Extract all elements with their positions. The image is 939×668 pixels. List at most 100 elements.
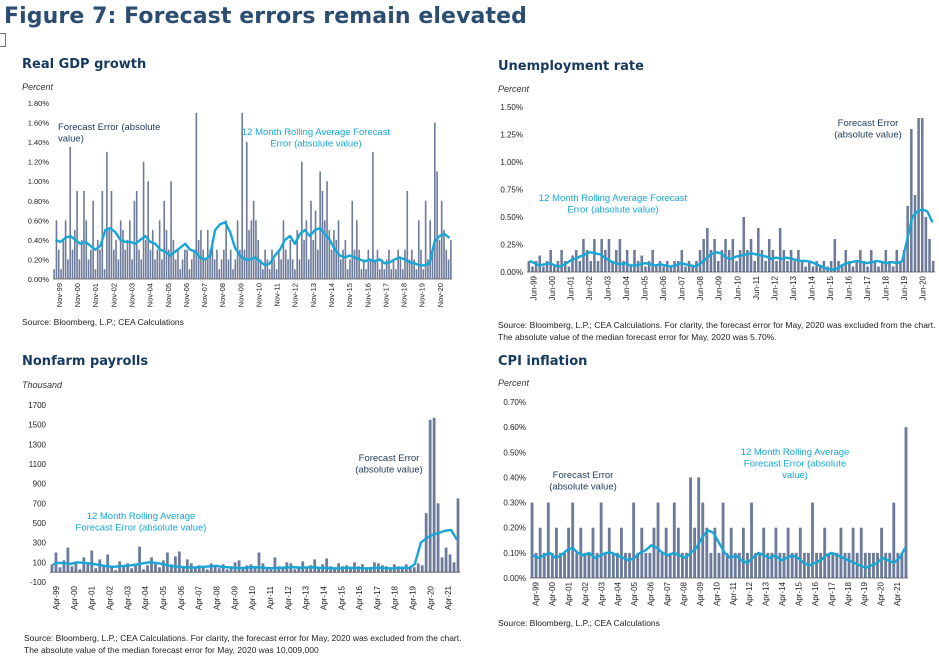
payrolls-error-bar [185,559,189,573]
unemployment-error-bar [676,261,680,272]
gdp-error-bar [129,220,131,279]
gdp-error-bar [353,249,356,279]
payrolls-x-tick-label: Apr-02 [106,585,115,610]
gdp-y-tick-label: 0.00% [28,275,50,284]
gdp-error-bar [406,191,409,279]
gdp-error-bar [248,230,250,279]
cpi-error-bar [546,502,550,578]
gdp-error-bar [415,269,418,279]
gdp-error-bar [151,230,154,279]
gdp-y-tick-label: 1.40% [28,138,50,147]
payrolls-error-bar [257,552,261,573]
unemployment-error-bar [735,261,738,272]
payrolls-error-bar [205,569,209,573]
gdp-error-bar [450,239,452,279]
payrolls-x-tick-label: Apr-14 [319,585,328,610]
cpi-error-bar [721,502,725,578]
gdp-error-bar [53,269,55,279]
gdp-error-bar [193,249,195,279]
selection-handle[interactable] [0,33,6,47]
gdp-error-bar [372,151,374,279]
unemployment-error-bar [713,239,716,272]
gdp-error-bar [411,249,413,279]
payrolls-error-bar [317,568,321,573]
gdp-error-bar [342,249,344,279]
payrolls-y-tick-label: 1700 [28,401,46,410]
payrolls-y-tick-label: 1500 [28,421,46,430]
cpi-error-bar [782,552,786,578]
gdp-error-bar [135,191,138,279]
gdp-x-tick-label: Nov-16 [363,283,372,307]
gdp-error-bar [303,239,305,279]
gdp-y-tick-label: 1.80% [28,99,50,108]
cpi-line-annotation: 12 Month Rolling Average [741,447,850,458]
cpi-error-bar [754,552,758,578]
unemployment-error-bar [895,250,899,272]
cpi-error-bar [884,552,888,578]
gdp-error-bar [417,220,420,279]
gdp-error-bar [60,269,62,279]
gdp-error-bar [195,112,198,279]
gdp-x-tick-label: Nov-18 [400,283,409,307]
unemployment-error-bar [869,250,873,272]
gdp-error-bar [278,249,280,279]
unemployment-error-bar [611,261,614,272]
payrolls-error-bar [313,559,317,573]
payrolls-x-tick-label: Apr-12 [284,585,293,610]
payrolls-error-bar [130,568,133,573]
cpi-error-bar [611,552,615,578]
gdp-error-bar [87,259,90,279]
payrolls-title: Nonfarm payrolls [22,354,149,369]
unemployment-y-tick-label: 1.00% [500,158,523,167]
cpi-x-tick-label: Apr-09 [696,581,705,606]
gdp-error-bar [280,259,282,279]
gdp-error-bar [170,181,172,279]
gdp-x-tick-label: Nov-11 [273,283,282,307]
cpi-error-bar [660,552,664,578]
cpi-x-tick-label: Apr-14 [778,581,787,606]
gdp-error-bar [268,269,271,279]
gdp-error-bar [349,259,351,279]
payrolls-y-tick-label: 1300 [28,440,46,449]
gdp-error-bar [73,230,76,279]
unemployment-error-bar [844,250,848,272]
unemployment-error-bar [928,239,931,272]
figure-title: Figure 7: Forecast errors remain elevate… [4,4,527,29]
payrolls-error-bar [50,564,54,573]
payrolls-y-tick-label: 100 [33,558,47,567]
gdp-error-bar [154,259,156,279]
gdp-error-bar [323,220,326,279]
unemployment-error-bar [913,195,917,272]
gdp-error-bar [179,269,182,279]
payrolls-error-bar [396,566,400,573]
unemployment-error-bar [578,261,582,272]
gdp-error-bar [399,259,402,279]
gdp-error-bar [369,259,372,279]
gdp-error-bar [96,239,99,279]
cpi-error-bar [725,552,729,578]
unemployment-error-bar [651,250,654,272]
payrolls-line-annotation: 12 Month Rolling Average [87,511,196,522]
unemployment-x-tick-label: Jun-07 [678,275,687,300]
cpi-error-bar [758,552,762,578]
cpi-error-bar [587,552,591,578]
unemployment-error-bar [767,239,771,272]
unemployment-error-bar [833,239,837,272]
gdp-error-bar [80,239,83,279]
unemployment-error-bar [563,261,567,272]
gdp-error-bar [388,249,390,279]
cpi-error-bar [603,552,607,578]
payrolls-x-tick-label: Apr-15 [337,585,346,610]
unemployment-x-tick-label: Jun-11 [752,275,761,299]
cpi-x-tick-label: Apr-07 [663,581,672,606]
unemployment-y-tick-label: 1.50% [500,103,523,112]
gdp-error-bar [339,259,342,279]
unemployment-x-tick-label: Jun-08 [696,275,705,300]
unemployment-error-bar [534,261,538,272]
gdp-error-bar [161,259,163,279]
unemployment-error-bar [574,250,578,272]
gdp-error-bar [259,259,262,279]
cpi-x-tick-label: Apr-12 [745,581,754,606]
unemployment-error-bar [775,261,778,272]
cpi-x-tick-label: Apr-17 [827,581,836,606]
